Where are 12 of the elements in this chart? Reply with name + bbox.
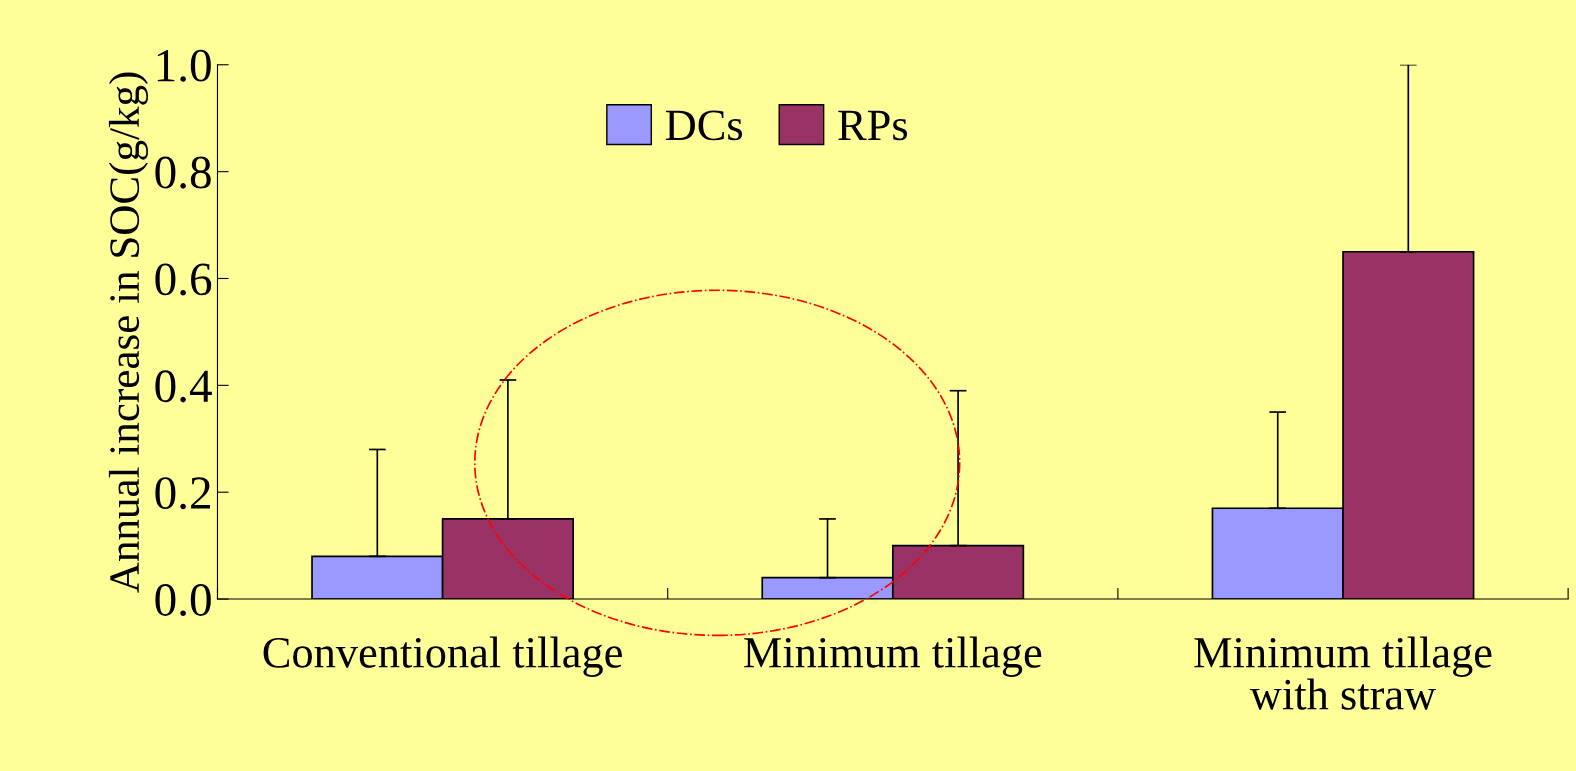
- x-tick-label: Minimum tillage with straw: [1194, 636, 1492, 710]
- x-tick-label: Conventional tillage: [263, 636, 622, 677]
- y-tick-label: 0.2: [155, 477, 211, 510]
- y-tick-label: 0.8: [155, 156, 211, 189]
- y-tick-label: 1.0: [157, 49, 211, 82]
- legend-label: DCs: [665, 110, 743, 141]
- y-axis-title: Annual increase in SOC(g/kg): [108, 72, 149, 593]
- y-tick-label: 0.4: [155, 370, 212, 403]
- y-tick-label: 0.6: [155, 263, 212, 296]
- legend-label: RPs: [838, 110, 908, 141]
- y-tick-label: 0.0: [155, 584, 211, 617]
- x-tick-label: Minimum tillage: [744, 636, 1042, 677]
